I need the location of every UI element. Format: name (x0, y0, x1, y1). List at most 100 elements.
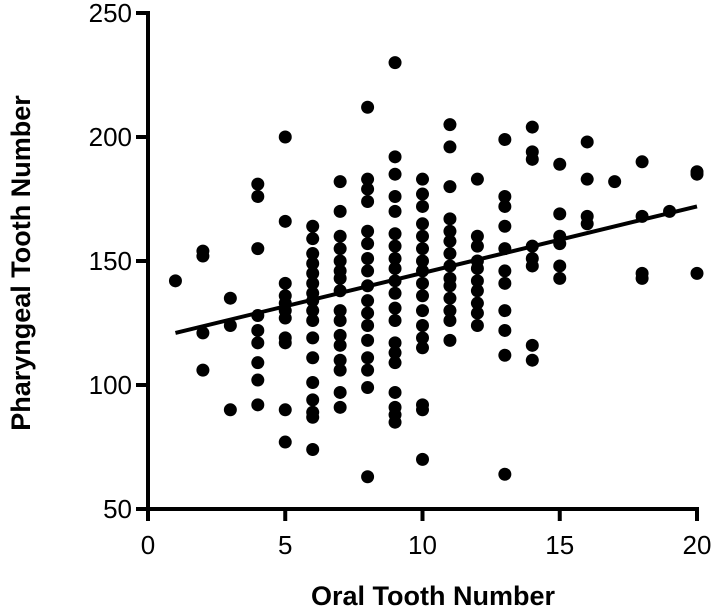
data-point (388, 261, 402, 275)
data-point (333, 353, 347, 367)
data-point (443, 333, 457, 347)
data-point (498, 190, 512, 204)
data-point (470, 306, 484, 320)
data-point (223, 291, 237, 305)
data-point (498, 323, 512, 337)
data-point (306, 393, 320, 407)
data-point (333, 314, 347, 328)
data-point (635, 271, 649, 285)
scatter-points (168, 56, 704, 484)
data-point (306, 256, 320, 270)
data-point (553, 207, 567, 221)
data-point (333, 304, 347, 318)
data-point (361, 294, 375, 308)
data-point (416, 229, 429, 243)
data-point (361, 172, 375, 186)
data-point (470, 239, 484, 253)
data-point (525, 353, 539, 367)
data-point (388, 301, 402, 315)
data-point (361, 306, 375, 320)
data-point (168, 274, 182, 288)
data-point (333, 254, 347, 268)
data-point (306, 442, 320, 456)
data-point (498, 264, 512, 278)
data-point (361, 194, 375, 208)
trend-line (174, 204, 698, 335)
data-point (361, 100, 375, 114)
data-point (553, 259, 567, 273)
data-point (223, 403, 237, 417)
x-tick-label: 5 (278, 530, 292, 560)
y-tick-label: 150 (89, 246, 132, 276)
data-point (470, 261, 484, 275)
data-point (278, 403, 292, 417)
data-point (388, 385, 402, 399)
data-point (333, 242, 347, 256)
data-point (361, 380, 375, 394)
data-point (333, 229, 347, 243)
data-point (388, 415, 402, 429)
data-point (251, 177, 265, 191)
x-tick-label: 15 (545, 530, 574, 560)
data-point (608, 175, 622, 189)
data-point (306, 314, 320, 328)
data-point (580, 135, 594, 149)
data-point (443, 247, 457, 261)
data-point (416, 289, 429, 303)
data-point (388, 286, 402, 300)
data-point (278, 311, 292, 325)
data-point (278, 214, 292, 228)
data-point (361, 333, 375, 347)
data-point (388, 356, 402, 370)
data-point (443, 180, 457, 194)
data-point (251, 398, 265, 412)
data-point (388, 150, 402, 164)
data-point (306, 232, 320, 246)
data-point (251, 373, 265, 387)
data-point (361, 363, 375, 377)
data-point (498, 219, 512, 233)
x-axis-title: Oral Tooth Number (311, 581, 555, 611)
data-point (333, 271, 347, 285)
data-point (580, 217, 594, 231)
data-point (361, 351, 375, 365)
y-axis-ticks: 50 100 150 200 250 (89, 0, 148, 524)
data-point (443, 291, 457, 305)
data-point (388, 167, 402, 181)
data-point (333, 400, 347, 414)
data-point (306, 376, 320, 390)
data-point (388, 314, 402, 328)
data-point (388, 239, 402, 253)
data-point (196, 326, 210, 340)
data-point (443, 234, 457, 248)
x-axis-ticks: 0 5 10 15 20 (141, 509, 712, 560)
data-point (251, 323, 265, 337)
data-point (361, 224, 375, 238)
data-point (498, 304, 512, 318)
data-point (525, 259, 539, 273)
data-point (443, 304, 457, 318)
data-point (388, 227, 402, 241)
data-point (388, 346, 402, 360)
data-point (388, 190, 402, 204)
data-point (416, 217, 429, 231)
data-point (306, 247, 320, 261)
data-point (580, 172, 594, 186)
data-point (416, 276, 429, 290)
x-tick-label: 10 (408, 530, 437, 560)
data-point (416, 242, 429, 256)
data-point (443, 212, 457, 226)
y-tick-label: 200 (89, 122, 132, 152)
data-point (416, 199, 429, 213)
x-tick-label: 20 (683, 530, 712, 560)
data-point (498, 348, 512, 362)
data-point (278, 130, 292, 144)
data-point (306, 219, 320, 233)
data-point (388, 204, 402, 218)
data-point (470, 229, 484, 243)
y-tick-label: 50 (103, 494, 132, 524)
data-point (333, 338, 347, 352)
data-point (278, 435, 292, 449)
data-point (251, 190, 265, 204)
